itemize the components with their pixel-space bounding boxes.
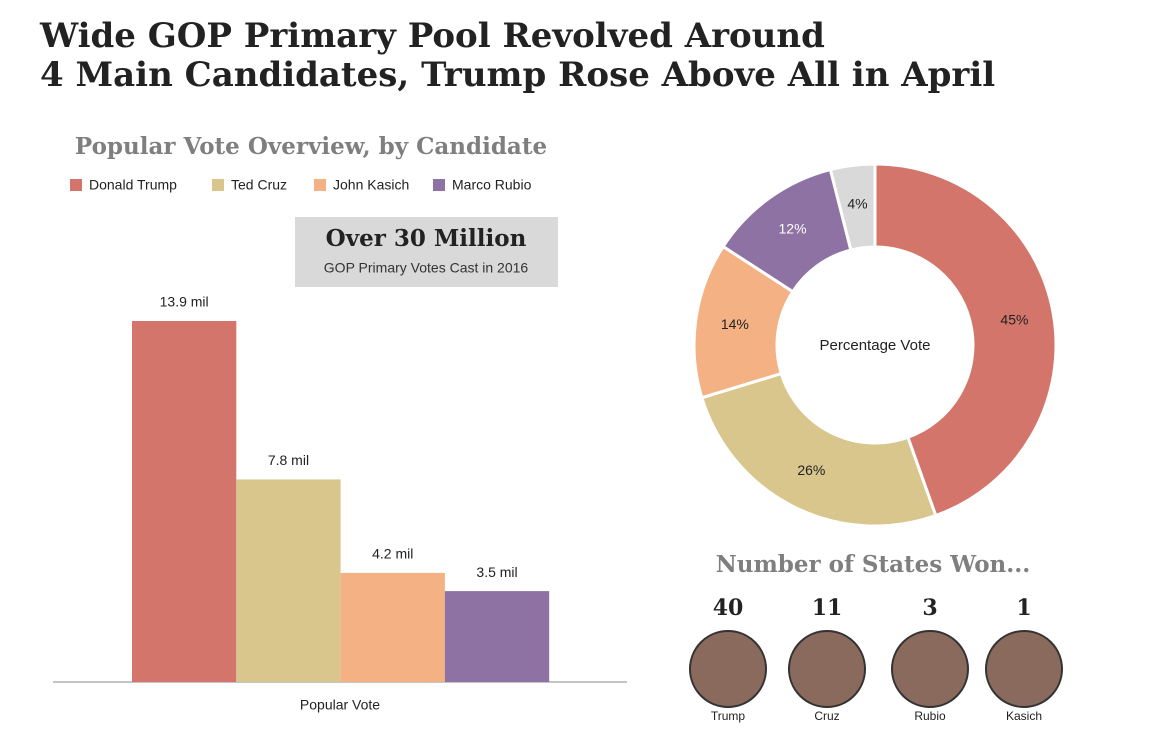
donut-slice	[699, 371, 938, 528]
legend-swatch	[433, 179, 445, 191]
bar	[340, 572, 445, 682]
annotation-text: GOP Primary Votes Cast in 2016	[324, 260, 529, 276]
x-tick-label: Popular Vote	[300, 697, 380, 713]
value-label: 3.5 mil	[476, 564, 517, 580]
legend-swatch	[314, 179, 326, 191]
value-label: 14%	[721, 316, 749, 332]
main-title: Wide GOP Primary Pool Revolved Around	[39, 16, 825, 56]
state-count: 11	[812, 595, 843, 621]
donut-slice	[873, 162, 1058, 518]
legend-label: Marco Rubio	[452, 177, 532, 193]
bar	[236, 479, 341, 682]
main-title: 4 Main Candidates, Trump Rose Above All …	[40, 55, 995, 95]
candidate-photo	[689, 630, 767, 708]
value-label: 26%	[797, 462, 825, 478]
value-label: 4.2 mil	[372, 546, 413, 562]
candidate-name: Kasich	[1006, 709, 1042, 723]
chart-title: Popular Vote Overview, by Candidate	[75, 133, 547, 160]
value-label: 7.8 mil	[268, 452, 309, 468]
legend-label: Ted Cruz	[231, 177, 287, 193]
state-count: 1	[1016, 595, 1031, 621]
candidate-name: Rubio	[914, 709, 946, 723]
annotation-box	[295, 217, 558, 287]
donut-slice	[828, 162, 877, 252]
state-count: 3	[922, 595, 937, 621]
center-label: Percentage Vote	[820, 337, 931, 354]
legend-swatch	[70, 179, 82, 191]
value-label: 45%	[1000, 312, 1028, 328]
candidate-photo	[891, 630, 969, 708]
bar	[444, 591, 550, 682]
bar	[132, 321, 237, 682]
states-title: Number of States Won...	[716, 551, 1031, 578]
legend-label: John Kasich	[333, 177, 409, 193]
candidate-name: Cruz	[814, 709, 839, 723]
state-count: 40	[713, 595, 744, 621]
legend-label: Donald Trump	[89, 177, 177, 193]
annotation-headline: Over 30 Million	[326, 225, 527, 252]
value-label: 12%	[779, 221, 807, 237]
value-label: 13.9 mil	[160, 294, 209, 310]
candidate-photo	[985, 630, 1063, 708]
candidate-name: Trump	[711, 709, 746, 723]
legend-swatch	[212, 179, 224, 191]
value-label: 4%	[847, 195, 867, 211]
candidate-photo	[788, 630, 866, 708]
